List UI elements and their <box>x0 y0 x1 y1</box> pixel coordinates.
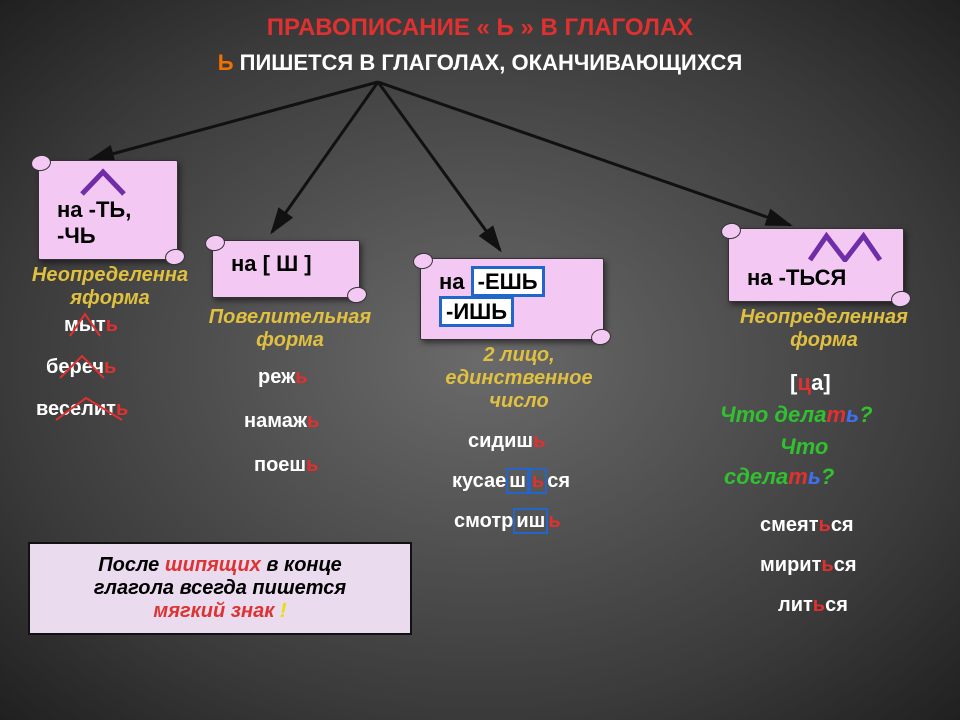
example-word: сидишь <box>468 430 545 453</box>
phonetic-label: [ца] <box>790 370 831 396</box>
node-label: Повелительная форма <box>200 306 380 352</box>
example-word: литься <box>778 594 848 617</box>
node-label: Неопределенна яформа <box>20 264 200 310</box>
zigzag-icon <box>808 232 882 262</box>
example-word: веселить <box>36 398 128 421</box>
question-text: сделать? <box>724 464 834 490</box>
summary-box: После шипящих в концеглагола всегда пише… <box>28 542 412 635</box>
example-word: беречь <box>46 356 116 379</box>
node-label: 2 лицо, единственное число <box>424 344 614 413</box>
page-subtitle: Ь ПИШЕТСЯ В ГЛАГОЛАХ, ОКАНЧИВАЮЩИХСЯ <box>0 50 960 76</box>
rule-card-text: на [ Ш ] <box>231 251 347 277</box>
page-title: ПРАВОПИСАНИЕ « Ь » В ГЛАГОЛАХ <box>0 14 960 42</box>
question-text: Что <box>780 434 828 460</box>
example-word: смотришь <box>454 510 561 533</box>
example-word: мириться <box>760 554 857 577</box>
node-label: Неопределенная форма <box>724 306 924 352</box>
example-word: кусаешься <box>452 470 570 493</box>
example-word: поешь <box>254 454 318 477</box>
rule-card-n2: на [ Ш ] <box>212 240 360 298</box>
rule-card-n3: на -ЕШЬ-ИШЬ <box>420 258 604 340</box>
question-text: Что делать? <box>720 402 873 428</box>
example-word: намажь <box>244 410 319 433</box>
example-word: смеяться <box>760 514 854 537</box>
example-word: режь <box>258 366 308 389</box>
example-word: мыть <box>64 314 118 337</box>
hat-icon <box>80 168 126 196</box>
